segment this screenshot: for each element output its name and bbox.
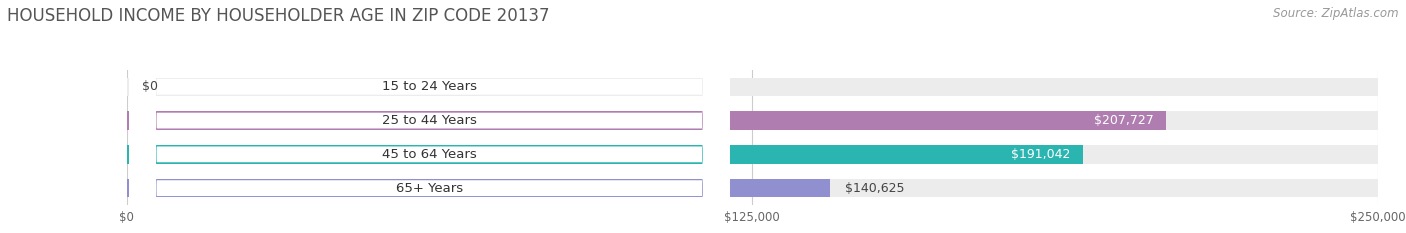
Text: $191,042: $191,042: [1011, 148, 1070, 161]
FancyBboxPatch shape: [129, 0, 730, 233]
Bar: [127, 78, 1378, 96]
Text: 15 to 24 Years: 15 to 24 Years: [382, 80, 477, 93]
Text: 45 to 64 Years: 45 to 64 Years: [382, 148, 477, 161]
Text: Source: ZipAtlas.com: Source: ZipAtlas.com: [1274, 7, 1399, 20]
Text: $207,727: $207,727: [1094, 114, 1154, 127]
Bar: [127, 145, 1378, 164]
FancyBboxPatch shape: [129, 0, 730, 233]
FancyBboxPatch shape: [129, 0, 730, 233]
Bar: [127, 111, 1167, 130]
Text: $0: $0: [142, 80, 157, 93]
Bar: [127, 179, 831, 197]
Text: HOUSEHOLD INCOME BY HOUSEHOLDER AGE IN ZIP CODE 20137: HOUSEHOLD INCOME BY HOUSEHOLDER AGE IN Z…: [7, 7, 550, 25]
Bar: [127, 111, 1378, 130]
Bar: [127, 145, 1083, 164]
Bar: [127, 179, 1378, 197]
Text: $140,625: $140,625: [845, 182, 905, 195]
FancyBboxPatch shape: [129, 0, 730, 233]
Text: 25 to 44 Years: 25 to 44 Years: [382, 114, 477, 127]
Text: 65+ Years: 65+ Years: [396, 182, 463, 195]
